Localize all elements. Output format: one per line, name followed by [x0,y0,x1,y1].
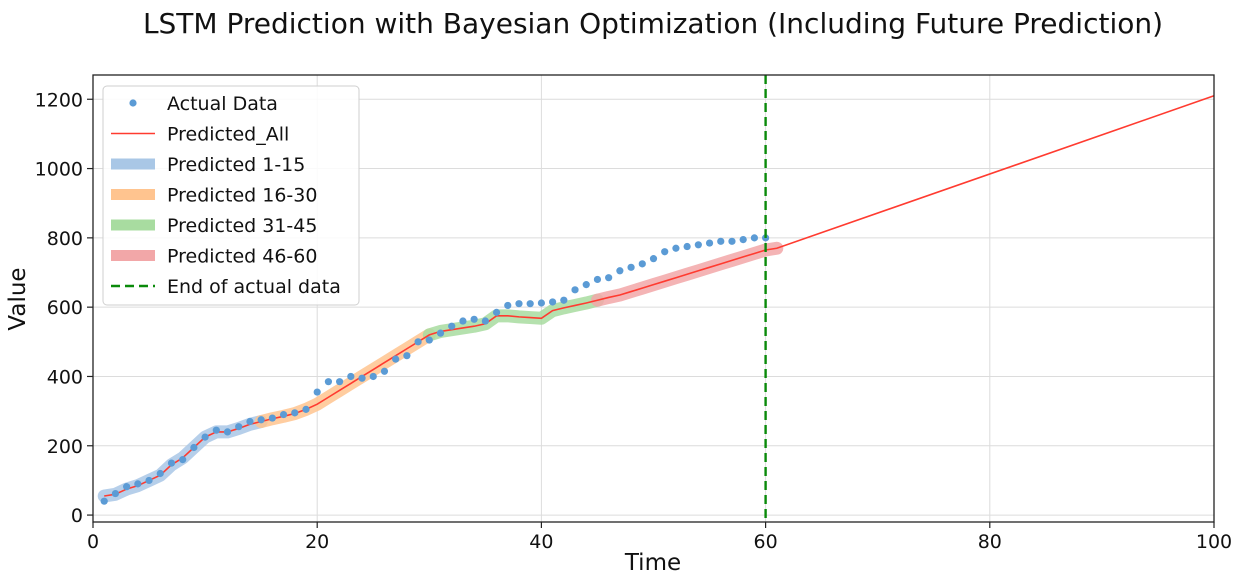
y-tick-label: 1200 [35,89,83,111]
actual-data-point [268,414,276,422]
actual-data-point [111,489,120,498]
legend-label: Predicted 1-15 [167,154,305,176]
actual-data-point [549,298,557,306]
actual-data-point [717,237,725,245]
x-tick-label: 100 [1196,531,1232,553]
x-tick-label: 0 [87,531,99,553]
actual-data-point [459,317,467,325]
actual-data-point [134,480,142,488]
x-tick-label: 40 [529,531,553,553]
actual-data-point [414,338,422,346]
legend-marker [129,99,137,107]
actual-data-point [728,237,736,245]
actual-data-point [436,329,445,337]
x-tick-label: 60 [754,531,778,553]
actual-data-point [492,308,501,316]
actual-data-point [571,286,579,294]
actual-data-point [661,248,669,256]
x-axis-label: Time [624,550,681,576]
actual-data-point [683,242,691,251]
y-tick-label: 600 [47,297,83,319]
actual-data-point [605,274,613,282]
actual-data-point [212,426,220,434]
actual-data-point [167,459,176,467]
actual-data-point [403,352,411,360]
y-tick-label: 0 [71,505,83,527]
actual-data-point [223,428,232,436]
actual-data-point [324,378,333,386]
actual-data-point [347,372,355,381]
actual-data-point [380,367,389,375]
actual-data-point [190,443,198,452]
actual-data-point [616,267,624,275]
actual-data-point [235,423,243,431]
x-tick-label: 80 [978,531,1002,553]
actual-data-point [291,409,299,417]
actual-data-point [672,244,680,252]
y-axis-label: Value [5,267,31,330]
actual-data-point [336,378,344,386]
actual-data-point [504,301,512,310]
actual-data-point [302,405,310,413]
legend-label: Predicted 31-45 [167,215,317,237]
actual-data-point [201,433,209,441]
actual-data-point [593,275,602,284]
y-tick-label: 400 [47,366,83,388]
legend-box [102,85,360,306]
actual-data-point [425,336,433,344]
plot-frame [92,74,1215,523]
actual-data-point [448,322,456,330]
actual-data-point [649,255,658,263]
legend-label: End of actual data [167,276,341,298]
actual-data-point [246,417,254,426]
actual-data-point [100,497,108,505]
actual-data-point [638,260,646,268]
y-tick-label: 200 [47,436,83,458]
actual-data-point [582,281,590,289]
actual-data-point [537,299,546,307]
actual-data-point [705,239,714,247]
legend-label: Actual Data [167,93,278,115]
actual-data-point [145,476,153,485]
actual-data-point [123,483,131,491]
band-2 [254,328,436,429]
actual-data-point [313,388,321,396]
actual-data-point [279,410,288,419]
actual-data-point [750,234,758,242]
actual-data-point [627,263,635,271]
actual-data-point [257,416,265,424]
y-tick-label: 1000 [35,159,83,181]
actual-data-point [179,456,187,464]
chart-title: LSTM Prediction with Bayesian Optimizati… [143,7,1163,40]
x-tick-label: 20 [305,531,329,553]
actual-data-point [526,300,534,308]
legend-label: Predicted 46-60 [167,246,317,268]
actual-data-point [156,469,164,478]
actual-data-point [739,235,747,244]
actual-data-point [694,241,702,249]
legend-label: Predicted 16-30 [167,185,317,207]
actual-data-point [515,300,523,308]
actual-data-point [481,317,489,325]
legend-label: Predicted_All [167,124,289,146]
actual-data-point [369,372,377,381]
legend: Actual Data Predicted_All Predicted 1-15 Pr… [102,85,360,306]
actual-data-point [470,315,478,323]
actual-data-point [392,355,400,363]
y-tick-label: 800 [47,228,83,250]
actual-data-point [560,296,568,304]
actual-data-point [358,374,366,382]
actual-data-points [100,234,770,505]
